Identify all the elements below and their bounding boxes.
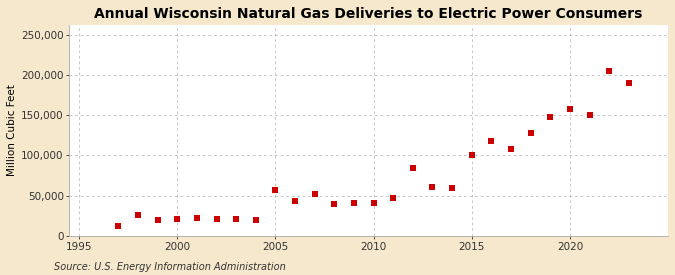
- Point: [564, 106, 575, 111]
- Text: Source: U.S. Energy Information Administration: Source: U.S. Energy Information Administ…: [54, 262, 286, 272]
- Point: [231, 217, 242, 221]
- Point: [250, 218, 261, 222]
- Point: [447, 186, 458, 191]
- Point: [172, 217, 183, 221]
- Point: [329, 202, 340, 206]
- Point: [113, 223, 124, 228]
- Point: [427, 185, 438, 189]
- Point: [603, 69, 614, 73]
- Point: [466, 153, 477, 158]
- Point: [624, 81, 634, 85]
- Point: [309, 192, 320, 196]
- Point: [153, 218, 163, 222]
- Point: [506, 147, 516, 151]
- Point: [270, 188, 281, 192]
- Point: [388, 196, 399, 200]
- Point: [211, 217, 222, 221]
- Point: [348, 201, 359, 205]
- Point: [132, 213, 143, 217]
- Point: [486, 139, 497, 143]
- Point: [525, 131, 536, 135]
- Point: [545, 115, 556, 119]
- Title: Annual Wisconsin Natural Gas Deliveries to Electric Power Consumers: Annual Wisconsin Natural Gas Deliveries …: [95, 7, 643, 21]
- Y-axis label: Million Cubic Feet: Million Cubic Feet: [7, 84, 17, 176]
- Point: [368, 201, 379, 205]
- Point: [584, 113, 595, 117]
- Point: [192, 216, 202, 221]
- Point: [408, 165, 418, 170]
- Point: [290, 198, 300, 203]
